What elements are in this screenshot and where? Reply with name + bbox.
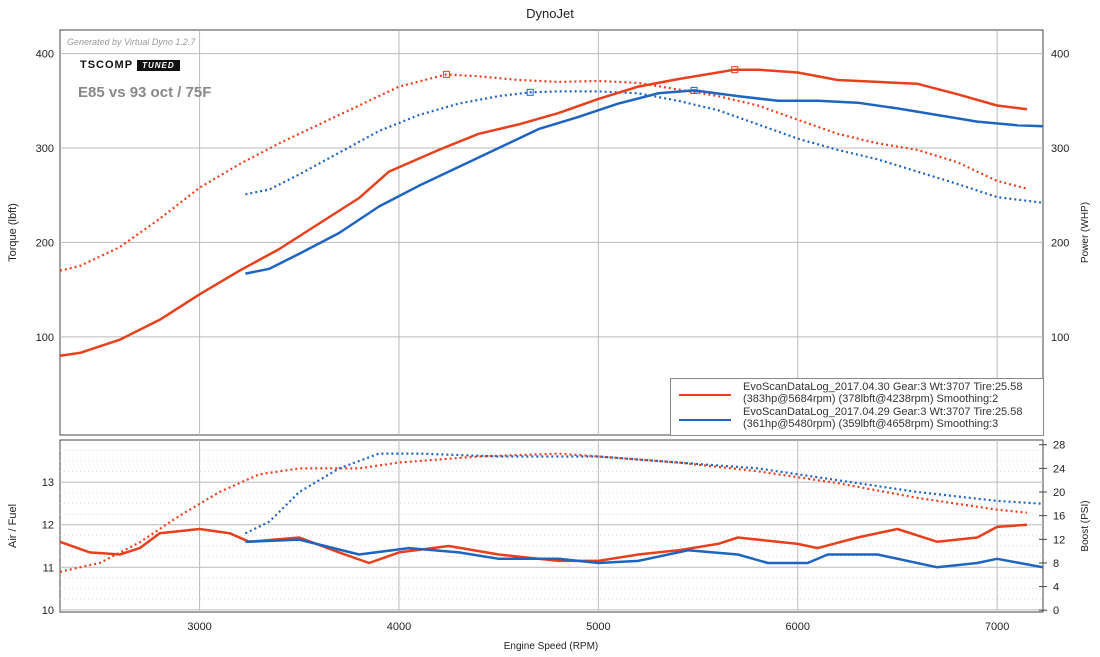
legend-swatch-blue bbox=[679, 419, 731, 421]
y2-tick-label: 24 bbox=[1053, 463, 1065, 475]
chart-title: DynoJet bbox=[526, 6, 574, 21]
y2-tick-label: 0 bbox=[1053, 605, 1059, 617]
y-axis-label: Torque (lbft) bbox=[7, 203, 19, 262]
x-tick-label: 5000 bbox=[586, 621, 610, 633]
x-tick-label: 4000 bbox=[387, 621, 411, 633]
x-axis-label: Engine Speed (RPM) bbox=[504, 641, 599, 652]
series-line-torque-2017-04-30 bbox=[59, 73, 1028, 272]
logo-tag: TUNED bbox=[137, 60, 180, 71]
y2-axis-label: Power (WHP) bbox=[1080, 202, 1091, 263]
series-line-boost-2017-04-29 bbox=[244, 452, 1044, 535]
y2-tick-label: 28 bbox=[1053, 440, 1065, 452]
y2-tick-label: 300 bbox=[1051, 143, 1069, 155]
series-line-power-2017-04-29 bbox=[245, 89, 1044, 275]
y2-tick-label: 400 bbox=[1051, 49, 1069, 61]
legend-entry-1-line1: EvoScanDataLog_2017.04.30 Gear:3 Wt:3707… bbox=[743, 381, 1023, 393]
y-tick-label: 400 bbox=[36, 49, 54, 61]
y-tick-label: 100 bbox=[36, 332, 54, 344]
x-tick-label: 3000 bbox=[187, 621, 211, 633]
peak-marker bbox=[442, 70, 450, 78]
y2-tick-label: 4 bbox=[1053, 582, 1059, 594]
legend-entry-2-line2: (361hp@5480rpm) (359lbft@4658rpm) Smooth… bbox=[743, 418, 999, 430]
peak-marker bbox=[526, 88, 534, 96]
y-tick-label: 13 bbox=[42, 477, 54, 489]
y-tick-label: 200 bbox=[36, 237, 54, 249]
legend-swatch-red bbox=[679, 394, 731, 396]
chart-subtitle: E85 vs 93 oct / 75F bbox=[78, 84, 212, 101]
tscomp-logo: TSCOMP TUNED bbox=[80, 59, 180, 71]
series-line-boost-2017-04-30 bbox=[59, 452, 1028, 573]
plot-area-0 bbox=[59, 29, 1044, 436]
y2-tick-label: 200 bbox=[1051, 237, 1069, 249]
legend-entry-2-line1: EvoScanDataLog_2017.04.29 Gear:3 Wt:3707… bbox=[743, 406, 1023, 418]
series-line-torque-2017-04-29 bbox=[245, 90, 1044, 204]
series-line-afr-2017-04-29 bbox=[245, 538, 1044, 569]
y-tick-label: 12 bbox=[42, 520, 54, 532]
generator-note: Generated by Virtual Dyno 1.2.7 bbox=[67, 37, 196, 47]
series-line-power-2017-04-30 bbox=[59, 68, 1028, 357]
legend-entry-1-line2: (383hp@5684rpm) (378lbft@4238rpm) Smooth… bbox=[743, 393, 999, 405]
peak-marker bbox=[731, 66, 739, 74]
x-tick-label: 6000 bbox=[786, 621, 810, 633]
y2-axis-label: Boost (PSI) bbox=[1080, 500, 1091, 551]
y-tick-label: 10 bbox=[42, 605, 54, 617]
y-tick-label: 300 bbox=[36, 143, 54, 155]
y2-tick-label: 8 bbox=[1053, 558, 1059, 570]
peak-marker bbox=[690, 86, 698, 94]
y2-tick-label: 16 bbox=[1053, 511, 1065, 523]
x-tick-label: 7000 bbox=[985, 621, 1009, 633]
y2-tick-label: 20 bbox=[1053, 487, 1065, 499]
y-tick-label: 11 bbox=[43, 562, 54, 574]
y-axis-label: Air / Fuel bbox=[7, 504, 19, 548]
logo-brand: TSCOMP bbox=[80, 59, 134, 71]
plot-area-1 bbox=[59, 439, 1044, 613]
y2-tick-label: 12 bbox=[1053, 534, 1065, 546]
legend: EvoScanDataLog_2017.04.30 Gear:3 Wt:3707… bbox=[670, 378, 1044, 436]
y2-tick-label: 100 bbox=[1051, 332, 1069, 344]
